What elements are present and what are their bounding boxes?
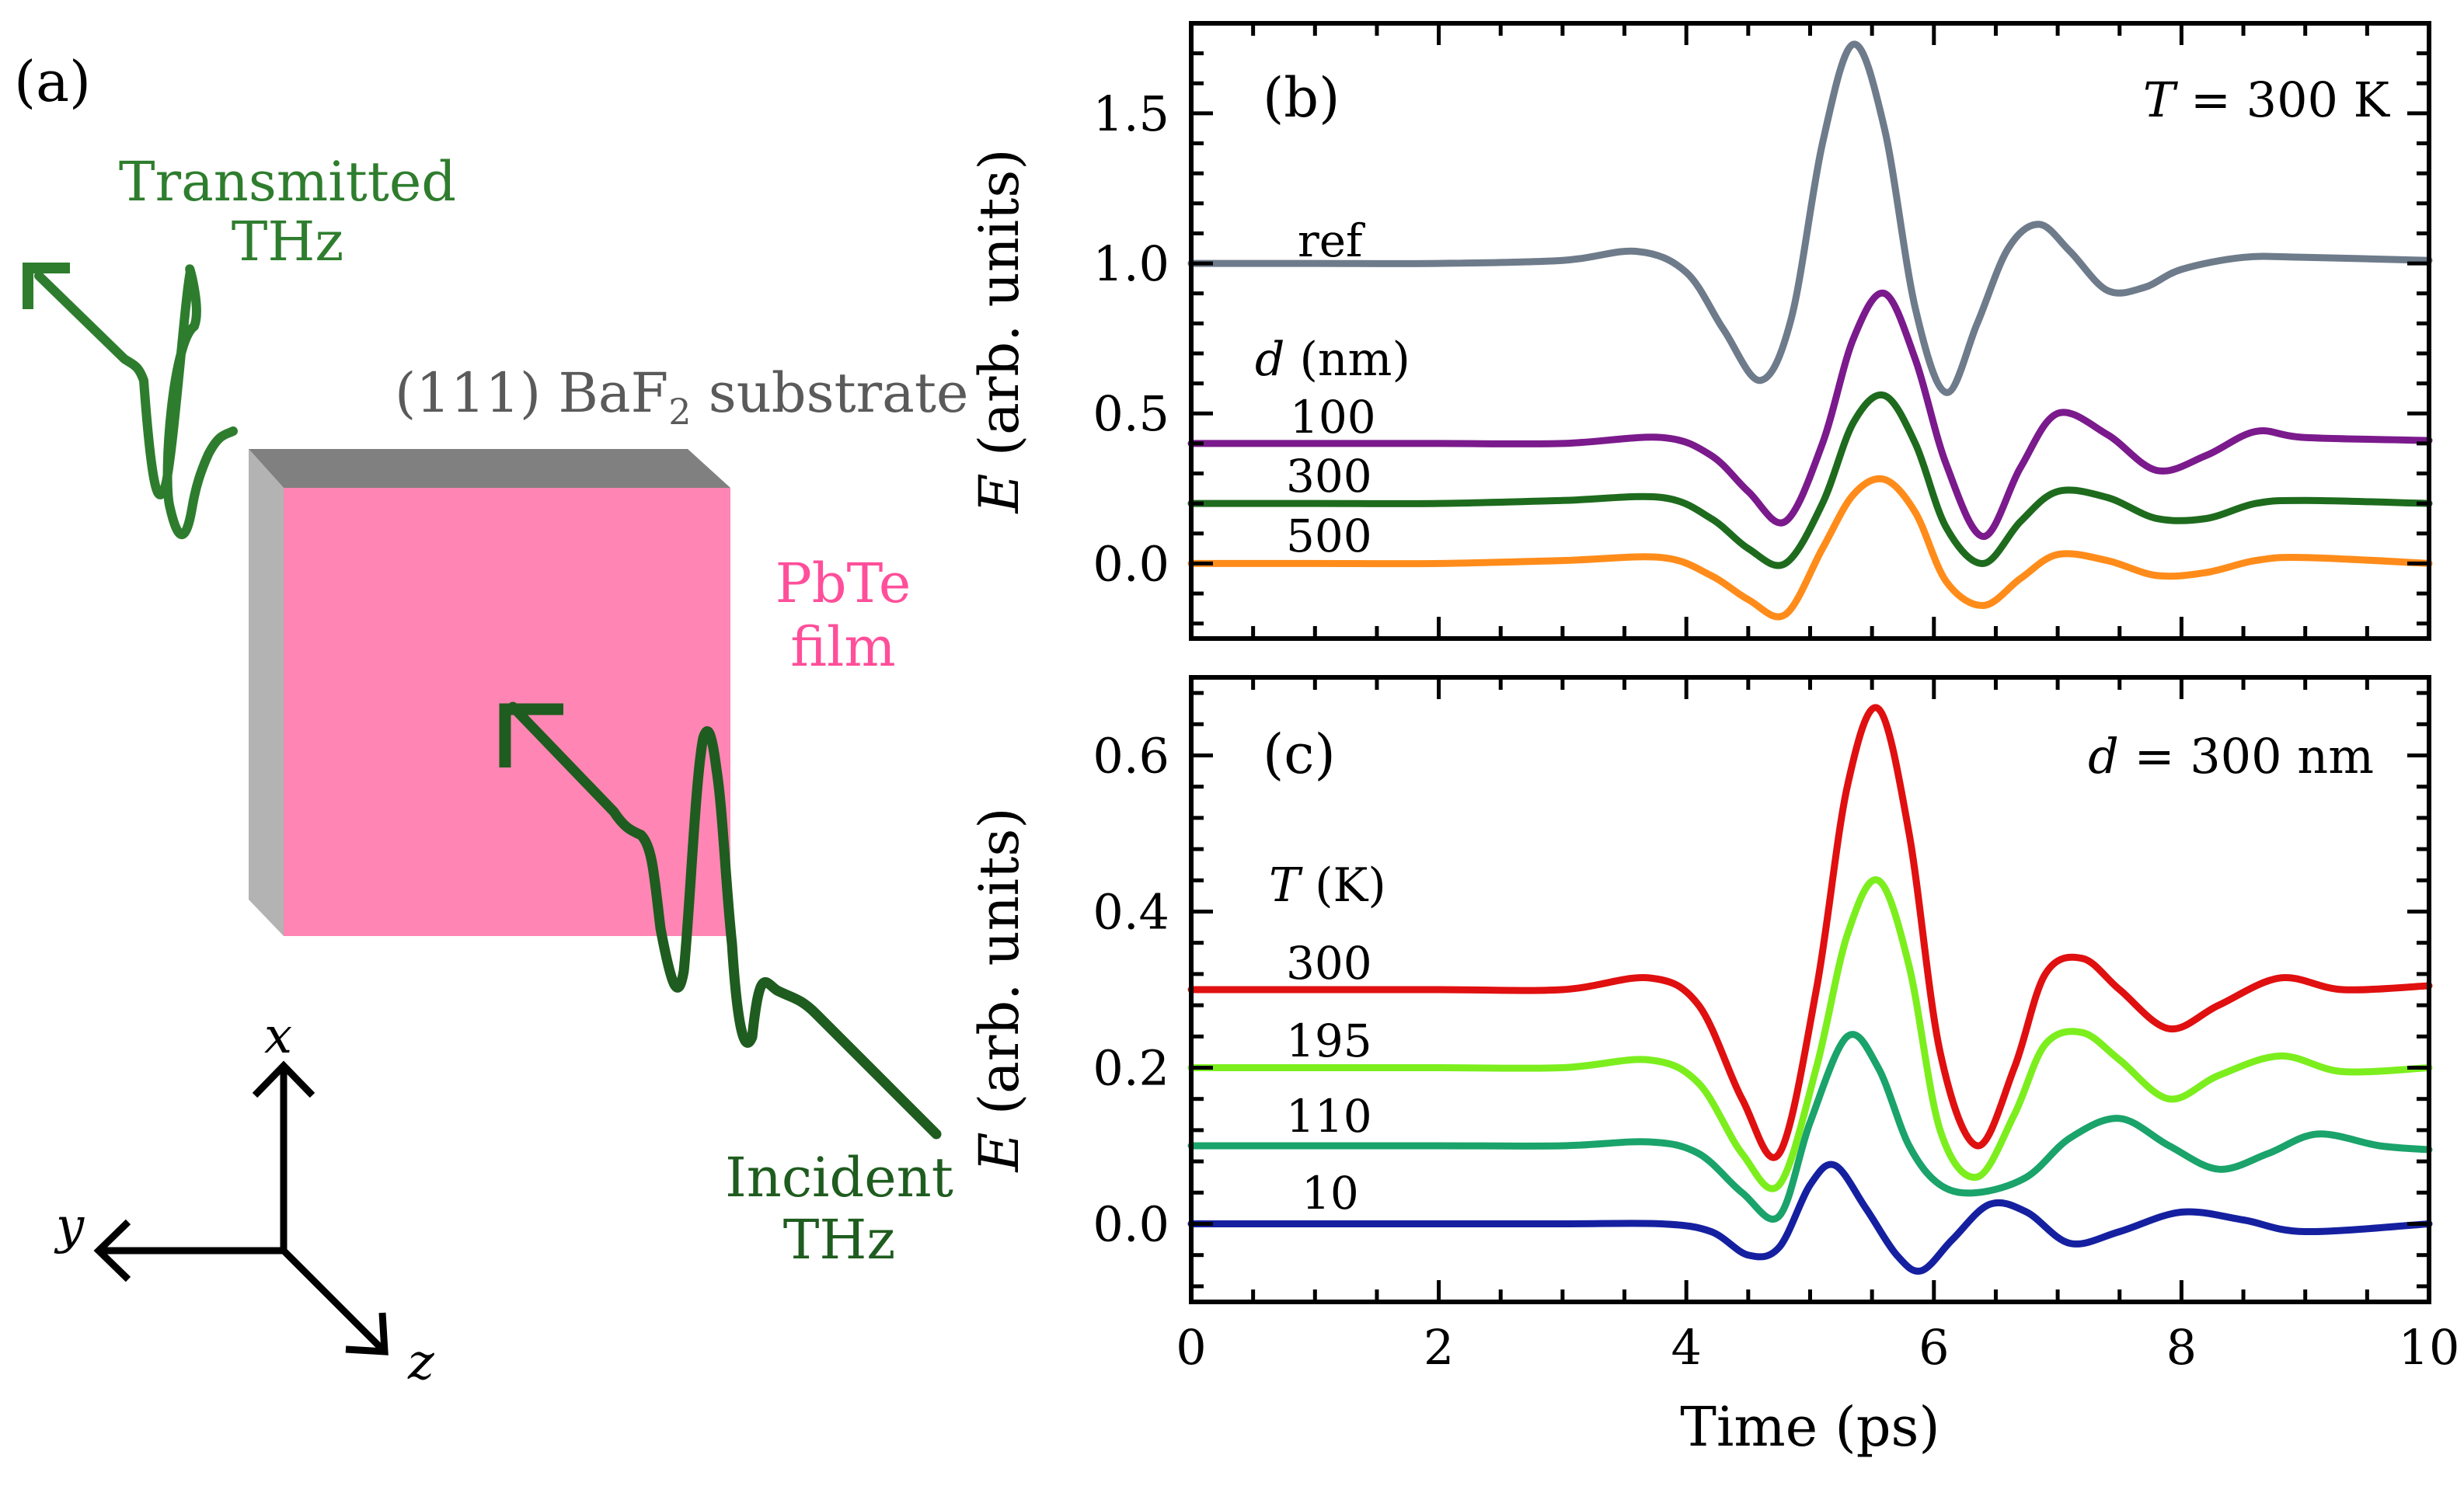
series-line-10: [1187, 1161, 2433, 1275]
y-axis-label-rest: (arb. units): [967, 807, 1031, 1132]
panel-label: (c): [1263, 722, 1336, 786]
x-tick-label: 2: [1424, 1319, 1454, 1376]
axis-y-label: y: [54, 1198, 85, 1255]
y-tick-label: 0.0: [1093, 535, 1169, 592]
y-axis-label: E (arb. units): [967, 148, 1031, 514]
series-label-500: 500: [1286, 510, 1372, 562]
series-line-195: [1187, 876, 2433, 1192]
y-tick-label: 1.5: [1093, 85, 1169, 142]
legend-title-rest: (K): [1300, 858, 1386, 913]
series-label-300: 300: [1286, 450, 1372, 503]
y-tick-label: 0.2: [1093, 1040, 1169, 1097]
transmitted-label-line1: Transmitted: [119, 150, 456, 214]
y-tick-label: 0.4: [1093, 884, 1169, 941]
series-line-500: [1187, 475, 2433, 621]
series-line-300: [1187, 704, 2433, 1161]
legend-title: T (K): [1269, 858, 1386, 913]
substrate-top-face: [249, 449, 730, 488]
substrate-label: (111) BaF2 substrate: [395, 361, 968, 433]
x-tick-label: 4: [1671, 1319, 1701, 1376]
transmitted-thz-wave: [34, 264, 238, 539]
y-axis-arrowhead: [93, 1219, 131, 1282]
series-label-110: 110: [1286, 1090, 1372, 1143]
series-line-100: [1187, 289, 2433, 541]
substrate-label-pre: (111) BaF: [395, 361, 668, 425]
incident-label-line2: THz: [783, 1208, 896, 1272]
x-tick-label: 8: [2166, 1319, 2197, 1376]
panel-label: (b): [1263, 66, 1340, 130]
film-label-line1: PbTe: [775, 552, 911, 615]
x-tick-label: 6: [1919, 1319, 1949, 1376]
legend-title-var: T: [1269, 858, 1303, 913]
panel-c-chart: 0.0 0.2 0.4 0.6 0 2 4 6 8 10 Time (ps) E (arb. unit…: [967, 675, 2460, 1459]
substrate-label-post: substrate: [692, 361, 969, 425]
series-label-100: 100: [1290, 391, 1376, 444]
series-label-10: 10: [1302, 1167, 1359, 1220]
x-tick-label: 0: [1176, 1319, 1206, 1376]
x-axis-label: Time (ps): [1680, 1395, 1939, 1459]
condition-annotation-var: T: [2143, 71, 2179, 128]
y-tick-label: 0.0: [1093, 1196, 1169, 1253]
panel-a-label: (a): [14, 49, 91, 114]
axis-x-label: x: [264, 1008, 292, 1065]
incident-arrowhead: [499, 703, 563, 767]
substrate-label-subscript: 2: [668, 391, 691, 433]
incident-thz-wave: [507, 701, 942, 1140]
y-axis-label-var: E: [967, 1132, 1031, 1173]
y-axis-label-var: E: [967, 473, 1031, 514]
series-label-300: 300: [1286, 937, 1372, 990]
y-tick-label: 0.5: [1093, 385, 1169, 442]
incident-label-line1: Incident: [725, 1146, 953, 1209]
series-line-ref: [1187, 40, 2433, 396]
series-line-110: [1187, 1031, 2433, 1223]
legend-title-var: d: [1255, 332, 1284, 387]
condition-annotation: d = 300 nm: [2088, 728, 2374, 785]
x-tick-label: 10: [2399, 1319, 2460, 1376]
y-axis-label-rest: (arb. units): [967, 148, 1031, 473]
transmitted-label-line2: THz: [232, 210, 344, 273]
y-tick-label: 0.6: [1093, 728, 1169, 785]
transmitted-arrowhead: [23, 263, 70, 309]
legend-title: d (nm): [1255, 332, 1410, 387]
substrate-side-face: [249, 449, 284, 936]
axis-z-label: z: [407, 1334, 435, 1391]
series-label-195: 195: [1286, 1014, 1372, 1067]
condition-annotation-rest: = 300 K: [2175, 71, 2390, 128]
condition-annotation-rest: = 300 nm: [2119, 728, 2374, 785]
legend-title-rest: (nm): [1284, 332, 1410, 387]
panel-a-schematic: (a) Transmitted THz (111) BaF2 substrate…: [14, 49, 968, 1391]
condition-annotation-var: d: [2088, 728, 2119, 785]
coordinate-axes: [93, 1060, 389, 1356]
x-axis-arrowhead: [252, 1060, 315, 1098]
z-axis-arrow: [281, 1248, 384, 1351]
y-axis-label: E (arb. units): [967, 807, 1031, 1173]
z-axis-arrowhead: [345, 1312, 389, 1356]
y-tick-label: 1.0: [1093, 235, 1169, 292]
condition-annotation: T = 300 K: [2143, 71, 2391, 128]
film-label-line2: film: [790, 615, 895, 679]
series-line-300: [1187, 391, 2433, 569]
series-label-ref: ref: [1298, 214, 1365, 267]
panel-b-chart: 0.0 0.5 1.0 1.5 E (arb. units) (b) T = 300 K d …: [967, 21, 2433, 641]
